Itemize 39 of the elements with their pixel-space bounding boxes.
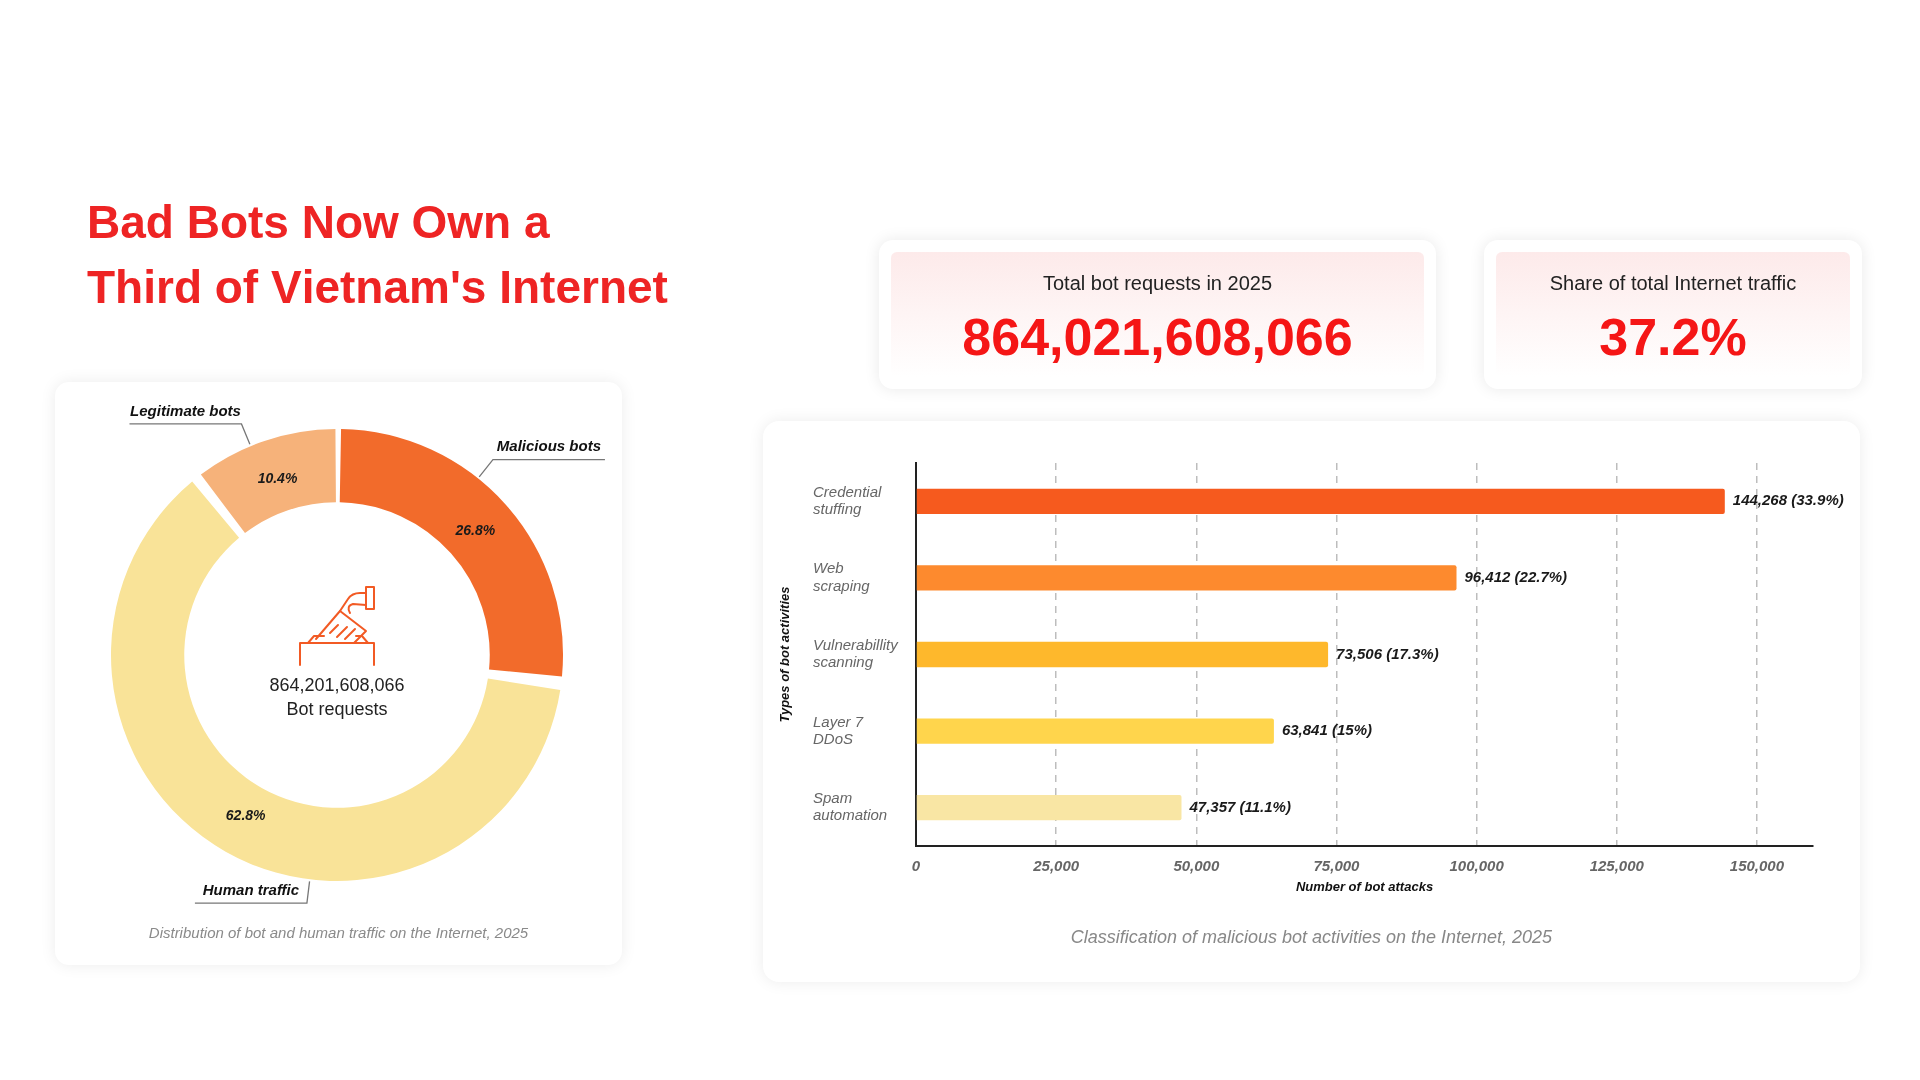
data-label: 62.8% (225, 807, 267, 824)
x-tick-label: 125,000 (1589, 857, 1645, 875)
slice-label: Legitimate bots (130, 401, 241, 419)
y-tick-label: Spam automation (813, 789, 888, 824)
text: Distribution of bot and human traffic on the Internet, 2025 (147, 923, 530, 943)
y-tick-label: Layer 7 DDoS (813, 712, 864, 747)
slice-label: Malicious bots (496, 437, 602, 455)
text: 864,201,608,066 (269, 674, 405, 695)
x-tick-label: 25,000 (1032, 857, 1080, 875)
data-label: 96,412 (22.7%) (1464, 568, 1568, 586)
x-tick-label: 0 (911, 857, 921, 875)
bar (916, 718, 1274, 744)
bar (916, 565, 1457, 591)
text: 864,021,608,066 (961, 308, 1354, 366)
data-label: 10.4% (257, 470, 298, 487)
data-label: 144,268 (33.9%) (1732, 491, 1844, 509)
x-tick-label: 50,000 (1173, 857, 1220, 875)
y-tick-label: Web scraping (813, 559, 871, 594)
bar (916, 795, 1182, 821)
x-axis-title: Number of bot attacks (1295, 878, 1434, 894)
chart-title: Bad Bots Now Own a Third of Vietnam's Internet (87, 195, 669, 315)
y-tick-label: Credential stuffing (813, 482, 883, 518)
data-label: 26.8% (454, 522, 496, 539)
data-label: 63,841 (15%) (1281, 721, 1372, 739)
text: 37.2% (1598, 308, 1748, 366)
text: Bot requests (286, 698, 388, 719)
data-label: 47,357 (11.1%) (1188, 797, 1291, 815)
slice-label: Human traffic (202, 880, 300, 898)
y-tick-label: Vulnerabillity scanning (813, 636, 900, 671)
bar (916, 641, 1329, 668)
x-tick-label: 150,000 (1729, 857, 1785, 875)
bar (916, 488, 1725, 514)
x-tick-label: 100,000 (1449, 857, 1505, 875)
x-tick-label: 75,000 (1313, 857, 1361, 875)
text: Classification of malicious bot activities on the Internet, 2025 (1069, 926, 1554, 948)
y-axis-title: Types of bot activities (776, 586, 792, 723)
text: Total bot requests in 2025 (1041, 271, 1273, 295)
data-label: 73,506 (17.3%) (1336, 644, 1439, 662)
text: Share of total Internet traffic (1548, 271, 1798, 295)
